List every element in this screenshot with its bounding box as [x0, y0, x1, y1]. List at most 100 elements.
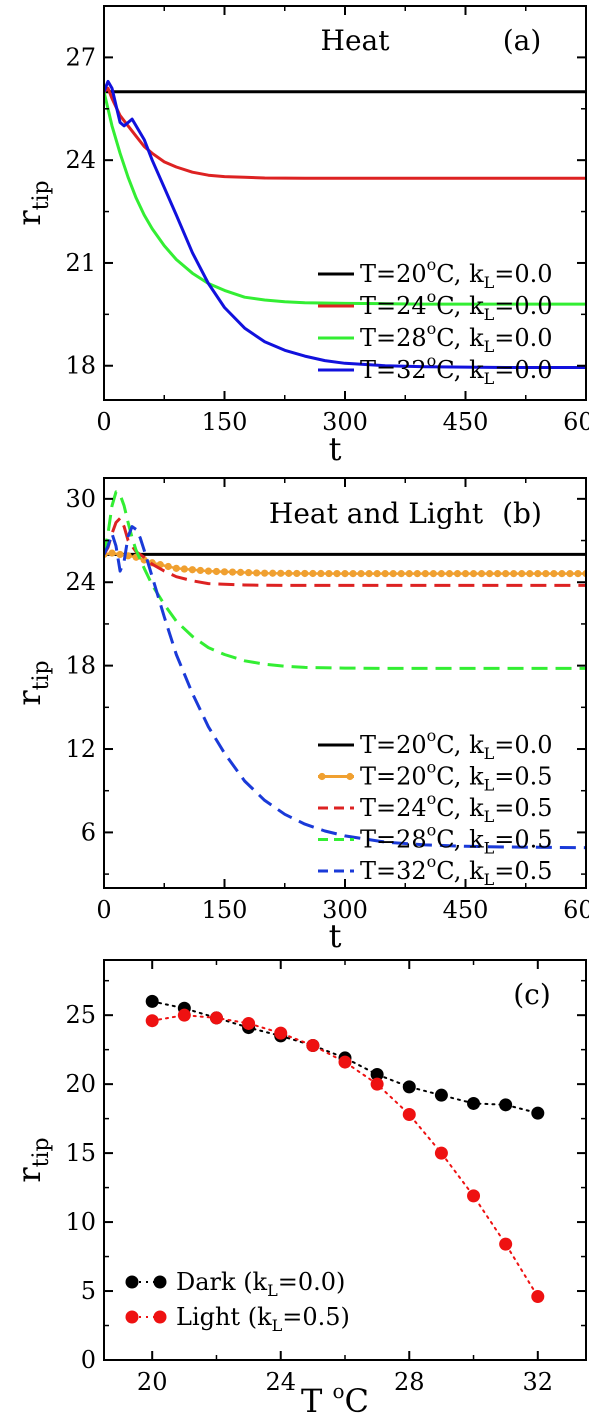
panel-c-series-1-point-4 [274, 1026, 288, 1040]
panel-b-series-1-marker [180, 565, 188, 573]
panel-b-series-1-marker [510, 570, 518, 578]
panel-b-series-1-marker [421, 570, 429, 578]
panel-b-series-1-marker [309, 569, 317, 578]
legend-val: =0.0 [494, 260, 552, 288]
panel-c-series-1 [145, 1008, 545, 1304]
legend-sub: L [484, 337, 495, 356]
legend-b-sample-marker [346, 772, 354, 781]
panel-b-series-1-marker [116, 550, 124, 559]
panel-c-xtick-label: 24 [265, 1368, 296, 1396]
panel-b-series-4 [104, 525, 586, 850]
legend-main: Dark (k [176, 1268, 268, 1296]
legend-deg: o [427, 852, 437, 871]
panel-b-xtick-label: 300 [322, 896, 368, 924]
ylabel-sub: tip [29, 1137, 54, 1167]
panel-a-xtick-label: 600 [563, 408, 589, 436]
legend-c-entry-0: Dark (kL=0.0) [176, 1268, 345, 1300]
legend-val: =0.0 [494, 731, 552, 759]
legend-c-sample-marker [153, 1275, 167, 1289]
panel-a-series-3 [104, 79, 586, 369]
panel-b-series-1-marker [172, 564, 180, 572]
legend-val: =0.5 [494, 763, 552, 791]
panel-b-series-1-marker [413, 570, 421, 578]
ylabel-sub: tip [29, 660, 54, 690]
panel-b-series-1-marker [228, 568, 237, 576]
legend-sub: L [484, 807, 495, 826]
panel-b-series-1-marker [188, 566, 196, 574]
legend-sub: L [272, 1316, 283, 1335]
xlabel-deg: o [332, 1379, 344, 1403]
panel-b-series-1-marker [261, 569, 269, 577]
legend-sub: L [484, 776, 495, 795]
panel-c-ytick-label: 10 [65, 1208, 96, 1236]
panel-b-series-1-marker [486, 570, 494, 578]
panel-c-xtick-label: 32 [523, 1368, 554, 1396]
panel-b-series-1-marker [429, 570, 437, 578]
legend-c: C, k [436, 324, 484, 352]
panel-c-series-0-point-11 [499, 1098, 513, 1112]
legend-c: C, k [436, 292, 484, 320]
legend-c-sample-marker [153, 1310, 167, 1324]
panel-b-series-1-marker [301, 569, 309, 578]
panel-c-ytick-label: 25 [65, 1001, 96, 1029]
panel-c-frame [103, 959, 587, 1361]
panel-b-ylabel: rtip [10, 660, 54, 705]
legend-a-entry-1: T=24oC, kL=0.0 [360, 287, 553, 324]
panel-a-series-2 [104, 91, 586, 306]
legend-main: T=20 [360, 260, 427, 288]
panel-b-series-1-marker [437, 570, 445, 578]
panel-c-series-0-point-0 [145, 994, 159, 1008]
panel-c-series-1-point-1 [177, 1008, 191, 1022]
panel-b-series-1-marker [285, 569, 293, 577]
legend-main: T=32 [360, 356, 427, 384]
panel-b-series-1-marker [140, 556, 148, 564]
legend-c: C, k [436, 826, 484, 854]
legend-b-entry-4: T=32oC, kL=0.5 [360, 852, 553, 889]
panel-c-ylabel: rtip [10, 1137, 54, 1182]
legend-deg: o [427, 758, 437, 777]
panel-c-xtick-label: 28 [394, 1368, 425, 1396]
panel-c-series-1-point-11 [499, 1237, 513, 1251]
legend-sub: L [484, 273, 495, 292]
panel-a: 015030045060018212427rtiptHeat(a)T=20oC,… [10, 5, 589, 468]
panel-b-series-1-marker [253, 569, 261, 577]
panel-a-xtick-label: 150 [202, 408, 248, 436]
xlabel-unit: C [345, 1382, 369, 1420]
panel-a-ytick-label: 24 [65, 146, 96, 174]
panel-b-series-1-marker [461, 570, 470, 578]
panel-a-series-2-line [104, 91, 586, 306]
panel-c-series-1-point-10 [467, 1189, 481, 1203]
panel-c-ytick-label: 0 [81, 1346, 96, 1374]
panel-b-series-1-marker [381, 570, 389, 578]
ylabel-sub: tip [29, 180, 54, 210]
legend-c: C, k [436, 731, 484, 759]
panel-a-xtick-label: 450 [443, 408, 489, 436]
ylabel-main: r [10, 690, 48, 706]
panel-a-series-1 [104, 86, 586, 180]
panel-b-series-1-marker [277, 569, 285, 577]
legend-val: =0.5 [494, 826, 552, 854]
panel-c-series-1-point-12 [531, 1290, 545, 1304]
legend-main: T=32 [360, 857, 427, 885]
panel-b-ytick-label: 30 [65, 485, 96, 513]
legend-a-entry-3: T=32oC, kL=0.0 [360, 351, 553, 388]
legend-c: C, k [436, 356, 484, 384]
legend-sub: L [267, 1281, 278, 1300]
panel-b-series-1-marker [397, 570, 405, 578]
panel-b-series-1-marker [341, 570, 349, 578]
panel-c-xtick-label: 20 [137, 1368, 168, 1396]
panel-c-series-0-point-9 [434, 1088, 448, 1102]
panel-b-series-1-marker [502, 570, 510, 578]
panel-b-series-1-marker [453, 570, 462, 578]
panel-b-series-1-marker [389, 570, 397, 578]
legend-val: =0.5) [282, 1303, 350, 1331]
panel-c-ytick-label: 20 [65, 1070, 96, 1098]
legend-c-sample-marker [125, 1310, 139, 1324]
legend-c: C, k [436, 857, 484, 885]
panel-b-xtick-label: 450 [443, 896, 489, 924]
panel-b-title: Heat and Light [269, 497, 484, 530]
ylabel-main: r [10, 1167, 48, 1183]
legend-deg: o [427, 789, 437, 808]
panel-b-series-1-marker [405, 570, 413, 578]
